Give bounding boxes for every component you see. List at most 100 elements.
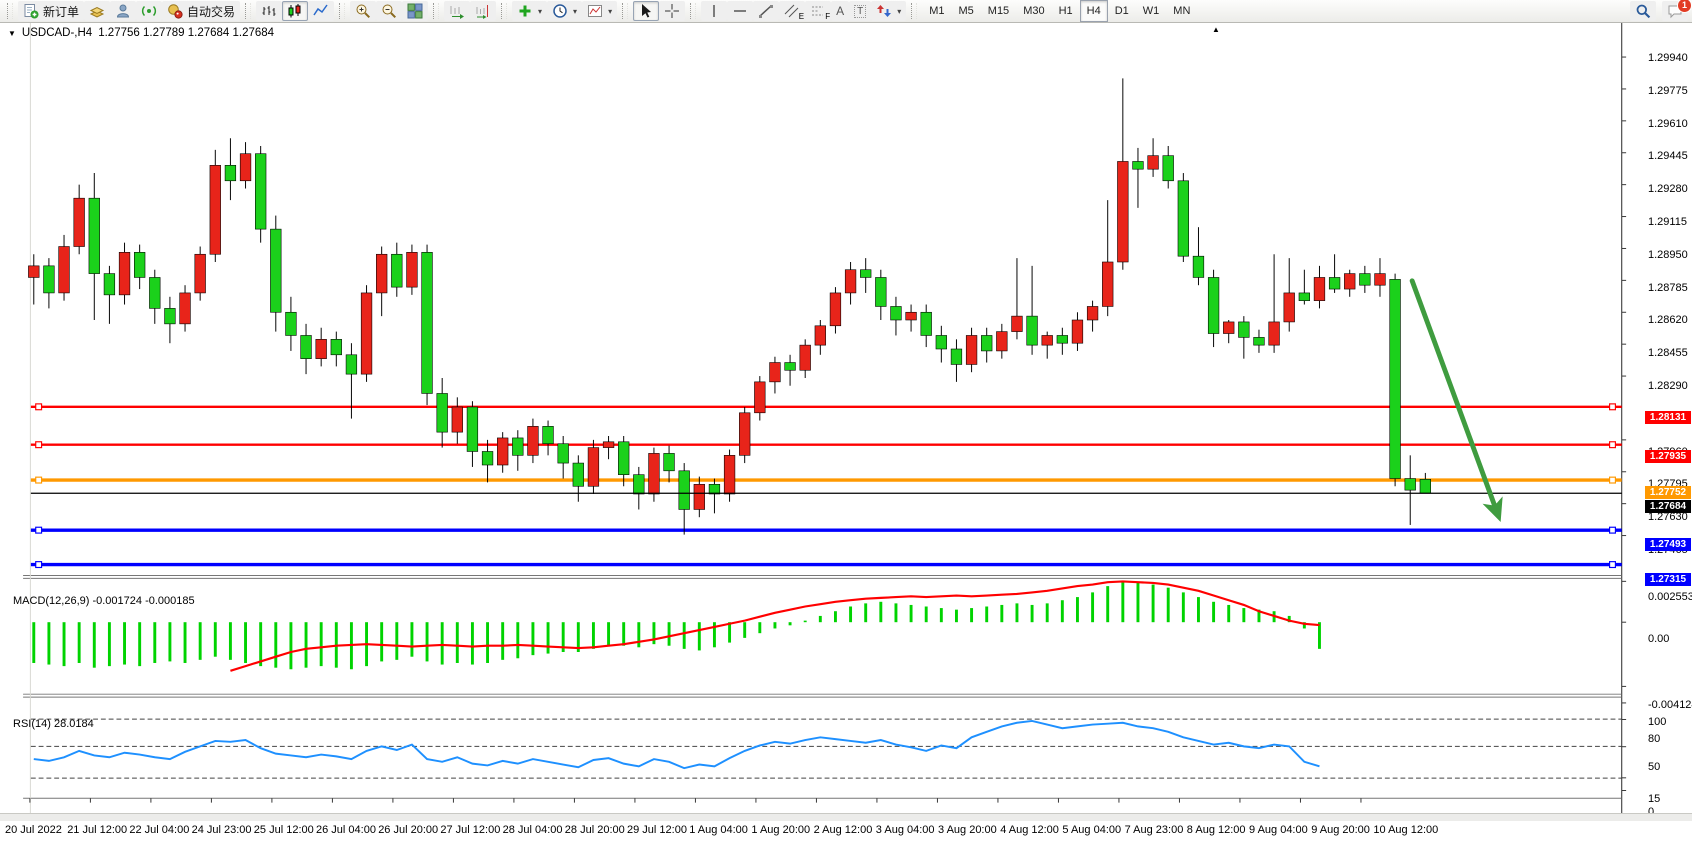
candlestick	[179, 292, 191, 325]
signals-button[interactable]	[136, 1, 163, 21]
candlestick	[512, 437, 524, 456]
hline-handle[interactable]	[35, 403, 43, 411]
hline-handle[interactable]	[1608, 476, 1617, 484]
time-axis-label: 20 Jul 2022	[5, 824, 62, 836]
crosshair-tool-button[interactable]	[659, 1, 686, 21]
new-order-button[interactable]: 新订单	[18, 1, 85, 21]
hline-handle[interactable]	[35, 441, 43, 449]
window-bottom-edge	[0, 813, 1692, 821]
price-axis-label: 1.28950	[1648, 248, 1688, 261]
candlestick	[965, 335, 978, 365]
candlestick	[1328, 277, 1341, 290]
candlestick	[905, 311, 917, 321]
chart-shift-button[interactable]	[470, 1, 497, 21]
time-axis-label: 27 Jul 12:00	[440, 824, 501, 836]
candlestick	[28, 265, 40, 278]
hline-handle[interactable]	[1608, 403, 1617, 411]
auto-scroll-button[interactable]	[444, 1, 471, 21]
candlestick-chart-icon	[287, 3, 303, 19]
templates-button[interactable]: ▾	[582, 1, 618, 21]
tile-windows-button[interactable]	[402, 1, 429, 21]
periods-button[interactable]: ▾	[547, 1, 583, 21]
toolbar-grip	[7, 3, 13, 19]
channel-tool-button[interactable]: E	[779, 1, 806, 21]
macd-signal-line	[230, 580, 1320, 672]
candlestick	[391, 253, 403, 288]
chart-canvas[interactable]	[0, 23, 1692, 843]
timeframe-w1-button[interactable]: W1	[1142, 5, 1160, 17]
price-badge: 1.27493	[1645, 537, 1691, 551]
timeframe-m1-button[interactable]: M1	[929, 5, 945, 17]
candlestick	[330, 339, 342, 356]
candlestick	[890, 306, 902, 321]
zoom-out-button[interactable]	[376, 1, 403, 21]
auto-trading-icon	[167, 3, 183, 19]
rsi-scale-label: 50	[1648, 761, 1661, 773]
zoom-in-button[interactable]	[350, 1, 377, 21]
candlestick-chart-button[interactable]	[282, 1, 309, 21]
vertical-line-tool-button[interactable]	[701, 1, 728, 21]
timeframe-mn-button[interactable]: MN	[1173, 5, 1191, 17]
candlestick	[1253, 337, 1265, 346]
text-label-tool-button[interactable]: T	[849, 1, 872, 21]
hline-handle[interactable]	[35, 476, 43, 484]
candlestick	[1102, 261, 1114, 307]
candlestick	[799, 344, 811, 371]
hline-handle[interactable]	[1608, 561, 1617, 569]
channel-letter: E	[798, 12, 805, 21]
hline-handle[interactable]	[35, 561, 43, 569]
template-icon	[587, 3, 603, 19]
auto-trading-button[interactable]: 自动交易	[162, 1, 241, 21]
indicators-button[interactable]: ▾	[512, 1, 548, 21]
candlestick	[285, 311, 297, 336]
toolbar-grip	[433, 3, 440, 19]
timeframe-m30-button[interactable]: M30	[1023, 5, 1045, 17]
candlestick	[784, 362, 796, 371]
timeframe-m15-button[interactable]: M15	[987, 5, 1010, 17]
candlestick	[270, 228, 282, 313]
line-chart-button[interactable]	[308, 1, 335, 21]
equidistant-channel-icon	[784, 3, 800, 19]
candlestick	[194, 253, 206, 294]
trend-arrow-annotation[interactable]	[1409, 278, 1498, 510]
market-watch-button[interactable]	[84, 1, 111, 21]
trendline-tool-button[interactable]	[753, 1, 780, 21]
fibonacci-tool-button[interactable]: F	[805, 1, 832, 21]
price-axis-label: 1.28290	[1648, 379, 1688, 392]
timeframe-d1-button[interactable]: D1	[1114, 5, 1129, 17]
profiles-button[interactable]	[110, 1, 137, 21]
toolbar-grip	[245, 3, 252, 19]
timeframe-m5-button[interactable]: M5	[958, 5, 974, 17]
notifications-button[interactable]: 1	[1662, 0, 1692, 21]
trend-arrow-head[interactable]	[1482, 496, 1503, 523]
time-axis-label: 9 Aug 04:00	[1249, 824, 1308, 836]
candlestick	[1268, 321, 1280, 346]
candlestick	[406, 252, 418, 288]
candlestick	[739, 412, 751, 456]
candlestick	[1404, 478, 1416, 491]
hline-handle[interactable]	[1608, 441, 1617, 449]
timeframe-h1-button[interactable]: H1	[1058, 5, 1073, 17]
candlestick	[436, 393, 448, 433]
indicators-icon	[517, 3, 533, 19]
candlestick	[829, 292, 842, 327]
text-tool-button[interactable]: A	[831, 1, 850, 21]
candlestick	[224, 165, 237, 182]
candlestick	[557, 443, 569, 464]
timeframe-h4-button[interactable]: H4	[1079, 0, 1108, 22]
candlestick	[1359, 273, 1371, 286]
horizontal-line-tool-button[interactable]	[727, 1, 754, 21]
hline-handle[interactable]	[1608, 526, 1617, 534]
search-button[interactable]	[1630, 1, 1656, 21]
candlestick	[43, 265, 55, 294]
hline-handle[interactable]	[35, 526, 43, 534]
cursor-tool-button[interactable]	[633, 1, 660, 21]
candlestick	[950, 348, 963, 365]
chart-window: ▼ USDCAD-,H4 1.27756 1.27789 1.27684 1.2…	[0, 23, 1692, 843]
price-axis-label: 1.29280	[1648, 183, 1688, 196]
arrows-tool-button[interactable]: ▾	[871, 1, 907, 21]
bar-chart-button[interactable]	[256, 1, 283, 21]
rsi-indicator-label: RSI(14) 28.0184	[13, 718, 94, 730]
chart-menu-caret-icon[interactable]: ▼	[8, 28, 16, 38]
new-order-icon	[23, 3, 39, 19]
